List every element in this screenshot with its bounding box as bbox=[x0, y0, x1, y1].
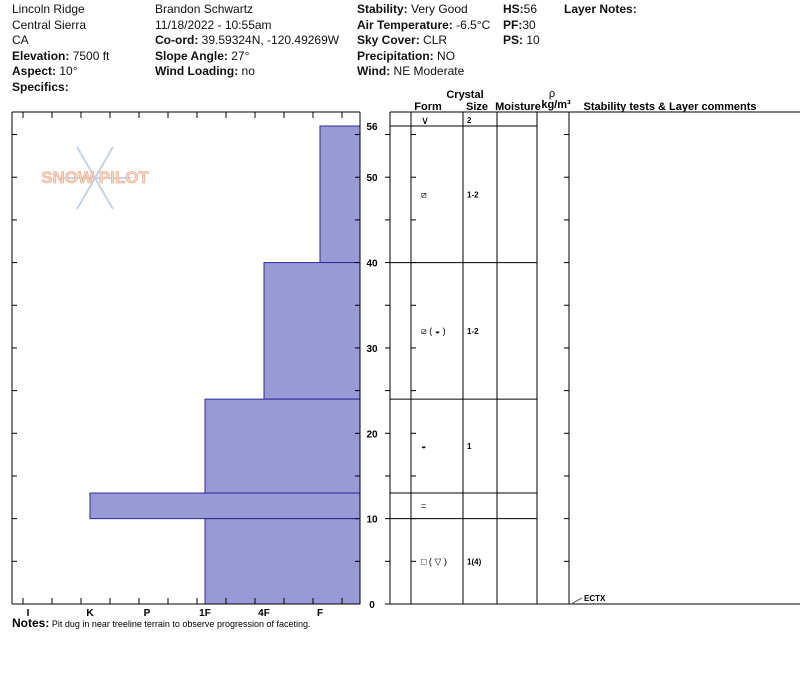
y-tick-label: 10 bbox=[366, 515, 378, 526]
state: CA bbox=[12, 33, 29, 47]
surface-size: 2 bbox=[467, 116, 472, 125]
x-tick-label: I bbox=[27, 608, 30, 619]
col-moisture: Moisture bbox=[495, 101, 541, 113]
layer-notes: Layer Notes: bbox=[564, 2, 637, 16]
site-info: Lincoln Ridge Central Sierra CA Elevatio… bbox=[12, 2, 109, 95]
datetime: 11/18/2022 - 10:55am bbox=[155, 17, 272, 32]
test-pointer bbox=[570, 597, 583, 605]
aspect: Aspect: 10° bbox=[12, 64, 78, 78]
layer-form: ⧄ ( ◒ ) bbox=[421, 326, 446, 336]
layer-form: □ ( ▽ ) bbox=[421, 556, 447, 566]
hardness-bar bbox=[89, 492, 361, 520]
stability: Stability: Very Good bbox=[357, 2, 468, 16]
x-tick-label: P bbox=[144, 608, 151, 619]
snowflake-icon bbox=[76, 146, 96, 179]
y-tick-label: 50 bbox=[366, 173, 378, 184]
y-tick-label: 56 bbox=[366, 122, 378, 133]
notes: Notes: Pit dug in near treeline terrain … bbox=[12, 616, 311, 630]
sky-cover: Sky Cover: CLR bbox=[357, 33, 448, 47]
col-density: kg/m³ bbox=[541, 99, 571, 111]
wind: Wind: NE Moderate bbox=[357, 64, 465, 78]
x-tick-label: 4F bbox=[258, 608, 270, 619]
col-size: Size bbox=[466, 101, 488, 113]
hardness-bar bbox=[319, 125, 361, 264]
location: Lincoln Ridge bbox=[12, 2, 85, 16]
range: Central Sierra bbox=[12, 17, 87, 32]
y-tick-label: 20 bbox=[366, 429, 378, 440]
precip: Precipitation: NO bbox=[357, 48, 456, 63]
layer-size: 1 bbox=[467, 442, 472, 451]
pf: PF:30 bbox=[503, 17, 536, 32]
ps: PS: 10 bbox=[503, 33, 540, 47]
depth-info: HS:56 PF:30 PS: 10 bbox=[503, 2, 540, 49]
wind-loading: Wind Loading: no bbox=[155, 64, 255, 78]
y-tick-label: 0 bbox=[369, 600, 375, 611]
air-temp: Air Temperature: -6.5°C bbox=[357, 17, 491, 32]
y-tick-label: 30 bbox=[366, 344, 378, 355]
specifics: Specifics: bbox=[12, 79, 69, 94]
snowflake-icon bbox=[76, 177, 96, 210]
hardness-bar bbox=[204, 398, 361, 494]
x-tick-label: K bbox=[86, 608, 94, 619]
slope: Slope Angle: 27° bbox=[155, 48, 250, 63]
y-tick-label: 40 bbox=[366, 259, 378, 270]
col-form: Form bbox=[414, 101, 442, 113]
x-tick-label: 1F bbox=[199, 608, 211, 619]
layer-size: 1(4) bbox=[467, 557, 482, 566]
logo-text: SNOW PILOT bbox=[41, 168, 149, 187]
col-stability: Stability tests & Layer comments bbox=[583, 101, 756, 113]
hardness-bar bbox=[204, 518, 361, 605]
snowflake-icon bbox=[94, 146, 114, 179]
hs: HS:56 bbox=[503, 2, 538, 16]
x-tick-label: F bbox=[317, 608, 323, 619]
hardness-bar bbox=[263, 262, 361, 400]
layer-size: 1-2 bbox=[467, 327, 479, 336]
observer: Brandon Schwartz bbox=[155, 2, 254, 16]
stability-test-label: ECTX bbox=[584, 594, 606, 603]
col-crystal: Crystal bbox=[446, 89, 483, 101]
layer-form: = bbox=[421, 501, 426, 511]
surface-form: ∨ bbox=[421, 115, 429, 127]
coord: Co-ord: 39.59324N, -120.49269W bbox=[155, 33, 340, 47]
col-rho: ρ bbox=[549, 88, 555, 100]
observation-info: Brandon Schwartz 11/18/2022 - 10:55am Co… bbox=[155, 2, 339, 80]
weather-info: Stability: Very Good Air Temperature: -6… bbox=[357, 2, 490, 80]
layer-size: 1-2 bbox=[467, 190, 479, 199]
layer-form: ◒ bbox=[421, 441, 426, 451]
snowflake-icon bbox=[94, 177, 114, 210]
elevation: Elevation: 7500 ft bbox=[12, 48, 110, 63]
layer-form: ⧄ bbox=[421, 189, 427, 199]
